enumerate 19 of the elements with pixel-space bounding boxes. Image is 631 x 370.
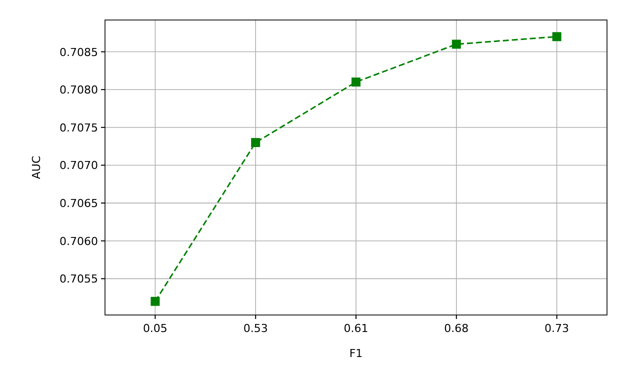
- y-tick-label: 0.7075: [60, 121, 98, 134]
- y-tick-label: 0.7055: [60, 272, 98, 286]
- x-axis-title: F1: [349, 347, 363, 360]
- y-tick-label: 0.7065: [60, 197, 98, 210]
- point: [150, 296, 160, 306]
- y-tick-label: 0.7085: [60, 46, 98, 59]
- x-tick-label: 0.73: [544, 322, 570, 335]
- x-tick-label: 0.68: [444, 322, 469, 335]
- point: [552, 32, 562, 42]
- y-tick-label: 0.7080: [60, 84, 98, 97]
- point: [352, 78, 360, 87]
- y-axis-title: AUC: [30, 156, 43, 180]
- x-tick-label: 0.05: [142, 322, 168, 335]
- y-tick-label: 0.7070: [60, 159, 98, 172]
- point: [452, 40, 461, 49]
- y-tick-label: 0.7060: [60, 234, 98, 248]
- x-tick-label: 0.53: [243, 322, 268, 335]
- x-tick-label: 0.61: [344, 322, 368, 335]
- point: [251, 138, 260, 148]
